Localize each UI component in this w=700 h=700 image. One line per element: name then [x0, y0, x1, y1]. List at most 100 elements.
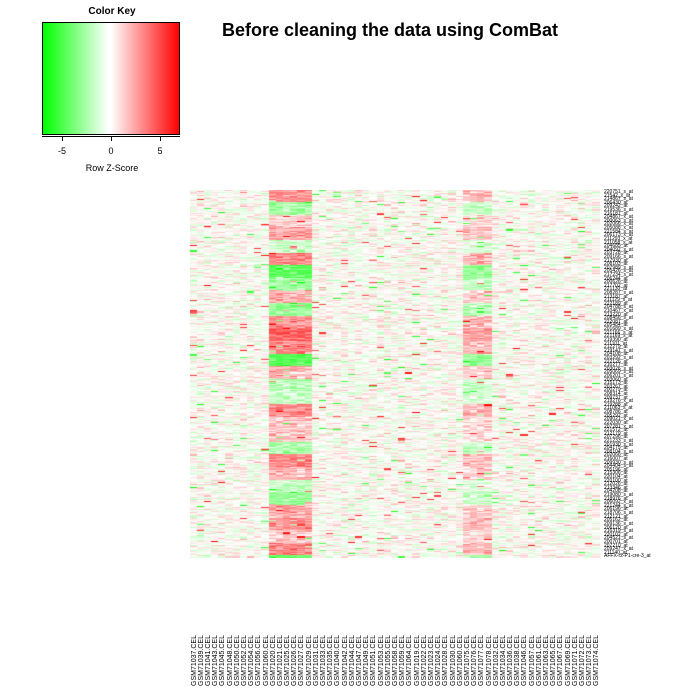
- row-label: 208104_s_at: [604, 448, 633, 455]
- row-label: 211101_at: [604, 340, 627, 347]
- row-label: 209737_at: [604, 394, 628, 401]
- row-label: 204175_at: [604, 445, 628, 452]
- column-label: GSM71072.CEL: [579, 635, 587, 686]
- color-key-title: Color Key: [88, 6, 136, 17]
- row-label: 220104_at: [604, 474, 628, 481]
- row-label: 213187_at: [604, 293, 628, 300]
- column-label: GSM71046.CEL: [521, 635, 529, 686]
- row-label: 205162_at: [604, 517, 628, 524]
- row-label: 21542_x_at: [604, 192, 631, 199]
- row-label: 206201_s_at: [604, 373, 633, 379]
- row-label: 206430_at: [604, 199, 628, 206]
- row-label: 205069_s_at: [604, 369, 633, 376]
- column-label: GSM71041.CEL: [204, 635, 212, 686]
- column-label: GSM71071.CEL: [571, 635, 579, 686]
- row-label: 206196_at: [604, 506, 628, 513]
- column-label: GSM71023.CEL: [427, 635, 435, 686]
- row-label: 213346_at: [604, 484, 628, 491]
- column-label: GSM71031.CEL: [312, 635, 320, 686]
- column-label: GSM71055.CEL: [384, 635, 392, 686]
- column-label: GSM71037.CEL: [190, 635, 198, 686]
- column-label: GSM71069.CEL: [564, 635, 572, 686]
- row-label: 211293_x_at: [604, 235, 633, 242]
- row-label: 207296_at: [604, 434, 628, 441]
- color-key-tick-label: 0: [108, 146, 114, 156]
- column-label: GSM71030.CEL: [449, 635, 457, 686]
- row-label: 211140_at: [604, 549, 627, 556]
- row-label: 210277_at: [604, 362, 628, 369]
- row-label: 209242_at: [604, 203, 628, 210]
- row-label: 217930_at: [604, 257, 628, 264]
- color-key-tickmark: [160, 136, 161, 141]
- row-label: 209247_x_at: [604, 546, 633, 553]
- row-label: 205196_at: [604, 466, 628, 473]
- row-label: 219080_s_at: [604, 492, 633, 499]
- color-key-tickmark: [111, 136, 112, 141]
- row-label: 215306_at: [604, 470, 628, 477]
- row-label: 207210_at: [604, 542, 628, 549]
- row-label: 203026_s_at: [604, 365, 633, 372]
- row-label: 211129_x_at: [604, 297, 633, 304]
- row-label: 208314_at: [604, 391, 628, 398]
- row-label: 211063_s_at: [604, 405, 633, 412]
- column-label: GSM71067.CEL: [557, 635, 565, 686]
- row-label: 200063_s_at: [604, 217, 633, 224]
- row-label: 205292_at: [604, 412, 628, 419]
- row-label: 219390_at: [604, 336, 628, 343]
- row-label: 209021_x_at: [604, 416, 633, 423]
- row-label: 217234_s_at: [604, 271, 633, 278]
- row-label: 207989_s_at: [604, 264, 633, 271]
- row-label: 206120_at: [604, 524, 628, 531]
- row-label: 221584_s_at: [604, 228, 633, 235]
- row-label: 205088_x_at: [604, 225, 633, 232]
- row-label: 221233_s_at: [604, 437, 633, 444]
- row-label: 203728_at: [604, 250, 628, 257]
- column-label: GSM71044.CEL: [348, 635, 356, 686]
- row-label: 205426_s_at: [604, 268, 633, 275]
- row-label: 206244_at: [604, 275, 628, 282]
- row-label: 208103_at: [604, 261, 628, 268]
- color-key-xlabel: Row Z-Score: [85, 163, 139, 173]
- row-label: 204788_s_at: [604, 304, 633, 311]
- column-label: GSM71061.CEL: [535, 635, 543, 686]
- row-label: 202066_at: [604, 452, 628, 459]
- row-label: 208786_at: [604, 409, 628, 416]
- row-label: 206092_x_at: [604, 499, 633, 506]
- column-label: GSM71022.CEL: [420, 635, 428, 686]
- row-label: 215173_at: [604, 380, 628, 387]
- row-label: 219288_at: [604, 401, 628, 408]
- column-label: GSM71051.CEL: [370, 635, 378, 686]
- row-label: AFFX-r2-P1-cre-3_at: [604, 553, 651, 560]
- row-label: 201689_s_at: [604, 326, 633, 333]
- column-label: GSM71027.CEL: [298, 635, 306, 686]
- row-label: 204208_at: [604, 488, 628, 495]
- row-label: 204867_x_at: [604, 214, 633, 221]
- row-label: 212279_at: [604, 344, 628, 351]
- row-label: 210467_x_at: [604, 308, 633, 315]
- column-label: GSM71075.CEL: [463, 635, 471, 686]
- row-label: 221572_at: [604, 427, 628, 434]
- column-label: GSM71028.CEL: [442, 635, 450, 686]
- row-label: 211058_s_at: [604, 239, 633, 246]
- column-label: GSM71032.CEL: [492, 635, 500, 686]
- row-label: 222126_at: [604, 358, 628, 365]
- column-label: GSM71045.CEL: [219, 635, 227, 686]
- row-label: 200279_at: [604, 387, 628, 394]
- color-key-tick-label: 5: [157, 146, 163, 156]
- row-label: 213220_at: [604, 311, 628, 318]
- column-label: GSM71064.CEL: [406, 635, 414, 686]
- column-label: GSM71050.CEL: [233, 635, 241, 686]
- row-label: 222189_at: [604, 300, 628, 307]
- column-label: GSM71042.CEL: [341, 635, 349, 686]
- column-label: GSM71039.CEL: [197, 635, 205, 686]
- row-label: 200626_at: [604, 279, 628, 286]
- column-label: GSM71021.CEL: [276, 635, 284, 686]
- row-label: 219147_s_at: [604, 347, 633, 354]
- row-label: 216007_at: [604, 455, 628, 462]
- column-label: GSM71047.CEL: [356, 635, 364, 686]
- row-label: 212121_at: [604, 513, 628, 520]
- column-label: GSM71040.CEL: [334, 635, 342, 686]
- row-label: 221130_at: [604, 286, 628, 293]
- row-label: 201930_s_at: [604, 441, 633, 448]
- column-label: GSM71077.CEL: [478, 635, 486, 686]
